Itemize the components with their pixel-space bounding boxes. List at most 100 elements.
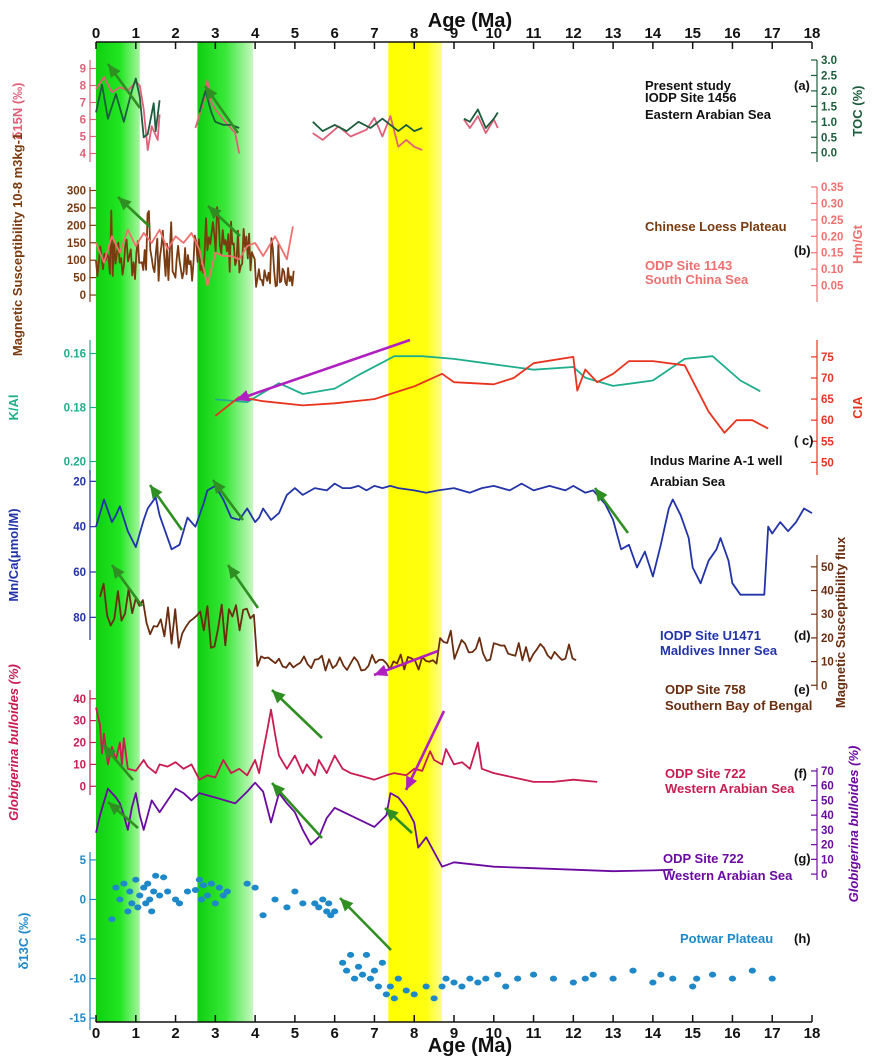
trend-arrow-head — [385, 808, 399, 822]
right-y-tick-label: 65 — [821, 394, 834, 406]
top-x-tick-label: 14 — [645, 25, 662, 42]
left-y-tick-label: 0 — [80, 894, 86, 906]
left-y-tick-label: -10 — [69, 974, 86, 986]
data-point — [156, 892, 164, 899]
data-point — [132, 876, 140, 883]
left-y-tick-label: 5 — [80, 855, 87, 867]
data-point — [394, 975, 402, 982]
right-y-tick-label: 40 — [821, 810, 834, 822]
data-point — [450, 979, 458, 986]
left-y-tick-label: 150 — [67, 238, 86, 250]
data-point — [350, 975, 359, 982]
data-point — [311, 900, 319, 907]
right-y-axis-title: Magnetic Susceptibility flux — [833, 536, 848, 708]
panel-label-line: Present study — [645, 78, 732, 93]
bottom-x-tick-label: 12 — [565, 1025, 582, 1042]
left-y-axis-title: Magnetic Susceptibility 10-8 m3kg-1 — [10, 133, 25, 356]
panel-label-line: ODP Site 758 — [665, 682, 746, 697]
left-y-tick-label: 0.20 — [64, 457, 86, 469]
data-point — [203, 892, 211, 899]
data-point — [502, 983, 510, 990]
data-point — [325, 900, 333, 907]
trend-arrow-head — [213, 480, 226, 494]
right-y-tick-label: 0.25 — [821, 215, 844, 227]
left-y-tick-label: 7 — [80, 98, 86, 110]
panel-tag: (e) — [794, 682, 810, 697]
top-x-tick-label: 4 — [251, 25, 260, 42]
data-point — [211, 900, 219, 907]
bottom-x-tick-label: 3 — [211, 1025, 219, 1042]
data-point — [108, 916, 116, 923]
left-y-tick-label: 60 — [73, 567, 86, 579]
left-y-axis-title: Mn/Ca(μmol/M) — [6, 508, 21, 601]
data-point — [271, 896, 279, 903]
trend-arrow-head — [228, 565, 241, 580]
bottom-x-tick-label: 9 — [450, 1025, 458, 1042]
left-y-tick-label: 80 — [73, 612, 86, 624]
right-y-tick-label: 10 — [821, 854, 834, 866]
data-point — [366, 975, 375, 982]
data-point — [120, 880, 128, 887]
right-y-tick-label: 50 — [821, 795, 834, 807]
left-y-tick-label: 40 — [73, 522, 86, 534]
data-point — [124, 908, 132, 915]
data-point — [370, 967, 379, 974]
left-y-tick-label: 200 — [67, 220, 86, 232]
data-point — [164, 888, 172, 895]
right-y-tick-label: 0.10 — [821, 264, 843, 276]
data-point — [768, 975, 776, 982]
right-y-axis-title: TOC (%) — [850, 85, 865, 136]
right-y-tick-label: 30 — [821, 825, 834, 837]
data-point — [146, 896, 154, 903]
right-y-tick-label: 20 — [821, 633, 834, 645]
data-point — [430, 995, 438, 1002]
data-point — [458, 983, 466, 990]
left-y-tick-label: 0 — [80, 781, 86, 793]
data-point — [207, 880, 215, 887]
data-point — [689, 983, 697, 990]
bottom-axis-title: Age (Ma) — [428, 1035, 512, 1057]
panel-tag: (h) — [794, 931, 811, 946]
left-y-tick-label: 0.18 — [64, 403, 87, 415]
left-y-tick-label: 100 — [67, 255, 86, 267]
trend-arrow-head — [374, 664, 389, 677]
left-y-tick-label: 40 — [73, 694, 86, 706]
top-x-tick-label: 10 — [485, 25, 502, 42]
data-point — [549, 975, 558, 982]
right-y-tick-label: 0.35 — [821, 182, 844, 194]
data-point — [382, 991, 390, 998]
left-y-tick-label: 250 — [67, 203, 86, 215]
bottom-x-tick-label: 15 — [684, 1025, 701, 1042]
data-point — [315, 904, 323, 911]
panel-label-line: IODP Site 1456 — [645, 90, 737, 105]
panel-f: 40 30 20 10 0 Globigerina bulloides (%) ODP Si… — [6, 664, 807, 821]
panel-a: 9 8 7 6 5 4 δ15N (‰) 3.0 2.5 2.0 1.5 1.0 0.5 0.0 TOC (… — [10, 55, 865, 162]
trend-arrow-head — [205, 86, 218, 101]
right-y-tick-label: 0.30 — [821, 198, 843, 210]
data-point — [160, 874, 168, 881]
data-point — [362, 951, 371, 958]
right-y-tick-label: 0 — [821, 869, 827, 881]
data-point — [152, 872, 160, 879]
panel-tag: (d) — [794, 628, 811, 643]
top-x-tick-label: 7 — [370, 25, 378, 42]
panel-label-line: Indus Marine A-1 well — [650, 453, 782, 468]
data-point — [112, 884, 120, 891]
data-point — [482, 975, 490, 982]
series-line-b-0 — [95, 206, 295, 288]
panel-label-line: Southern Bay of Bengal — [665, 698, 812, 713]
left-y-axis-title: δ15N (‰) — [10, 82, 25, 139]
data-point — [291, 888, 299, 895]
left-y-tick-label: -5 — [76, 934, 87, 946]
series-line-b-1 — [95, 226, 294, 287]
right-y-tick-label: 3.0 — [821, 55, 837, 67]
series-line-a-0 — [312, 115, 423, 151]
data-point — [708, 971, 717, 978]
trend-arrow-head — [112, 565, 125, 580]
series-line-a-1 — [463, 108, 499, 129]
top-x-tick-label: 18 — [804, 25, 821, 42]
panel-label-line: IODP Site U1471 — [660, 628, 761, 643]
data-point — [374, 983, 383, 990]
